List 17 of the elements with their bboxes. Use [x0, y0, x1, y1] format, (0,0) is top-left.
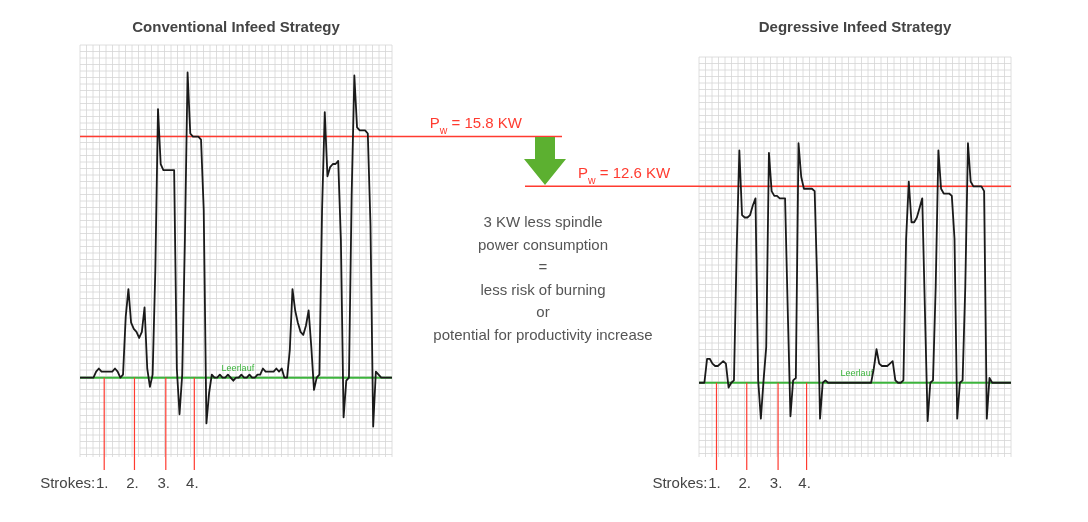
chart-title: Degressive Infeed Strategy: [757, 18, 953, 35]
ref-line-label: Leerlauf: [221, 362, 255, 373]
text: Strokes:: [652, 474, 708, 491]
chart-title: Conventional Infeed Strategy: [131, 18, 341, 35]
text: 3 KW less spindle power consumption = less risk of burning or potential for productivity increase: [432, 212, 654, 345]
text: 2.: [126, 474, 139, 491]
text: 3.: [769, 474, 783, 491]
text: P$_{w}$ = 15.8 KW: [429, 113, 523, 136]
text: 4.: [186, 474, 199, 491]
text: 2.: [738, 474, 751, 491]
ref-line-label: Leerlauf: [840, 367, 874, 378]
text: 1.: [708, 474, 721, 491]
text: Strokes:: [40, 474, 96, 491]
text: 3.: [157, 474, 171, 491]
text: 4.: [798, 474, 811, 491]
text: 1.: [95, 474, 109, 491]
text: P$_{w}$ = 12.6 KW: [578, 164, 672, 187]
